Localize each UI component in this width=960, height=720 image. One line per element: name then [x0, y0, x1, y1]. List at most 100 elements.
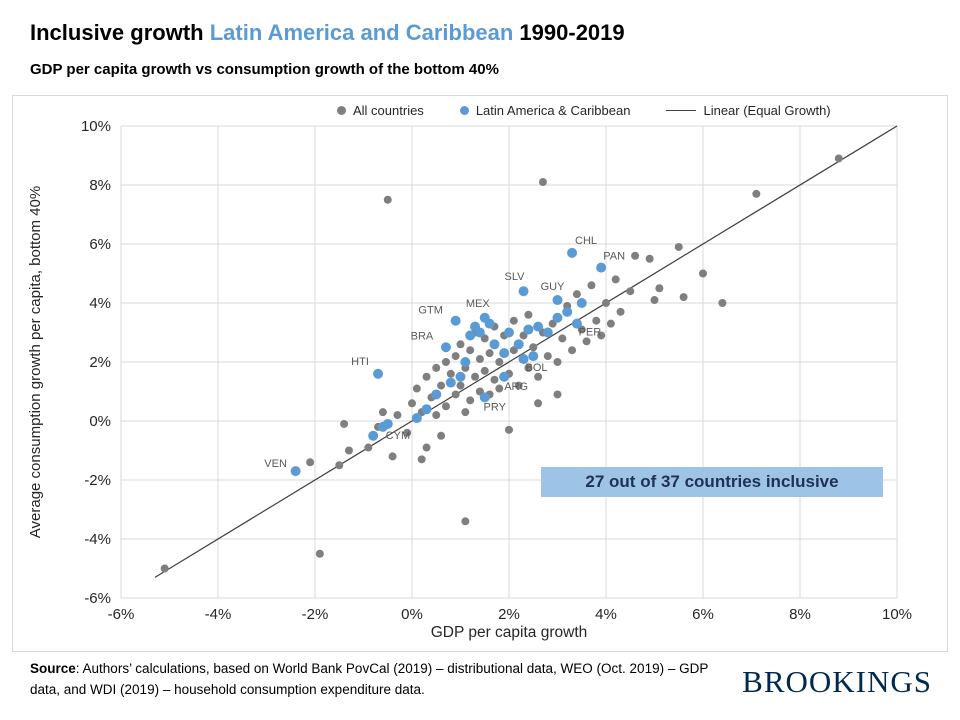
scatter-point-all-countries — [378, 408, 387, 417]
scatter-point-lac — [562, 306, 573, 317]
scatter-point-all-countries — [611, 275, 620, 284]
scatter-point-all-countries — [471, 372, 480, 381]
scatter-point-all-countries — [534, 372, 543, 381]
y-tick-label: -6% — [84, 590, 111, 607]
scatter-point-all-countries — [461, 408, 470, 417]
country-label-arg: ARG — [504, 381, 528, 393]
legend-item-all-countries: All countries — [337, 103, 424, 118]
scatter-point-all-countries — [834, 154, 843, 163]
scatter-point-lac-pry — [479, 392, 490, 403]
scatter-point-all-countries — [475, 355, 484, 364]
scatter-point-lac — [528, 351, 539, 362]
y-tick-label: 2% — [89, 354, 111, 371]
source-label: Source — [30, 661, 76, 676]
x-tick-label: 4% — [595, 606, 617, 623]
scatter-point-lac — [513, 339, 524, 350]
scatter-point-all-countries — [495, 358, 504, 366]
scatter-point-lac-ven — [290, 466, 301, 477]
scatter-point-all-countries — [597, 331, 606, 340]
scatter-point-all-countries — [160, 564, 169, 573]
scatter-point-all-countries — [538, 178, 547, 187]
scatter-point-lac — [504, 327, 514, 338]
scatter-point-lac-per — [571, 318, 582, 329]
scatter-point-lac-chl — [567, 247, 578, 258]
scatter-point-lac — [421, 404, 432, 415]
scatter-point-all-countries — [524, 363, 533, 372]
scatter-point-lac-bra — [440, 342, 451, 353]
scatter-point-lac-slv — [518, 286, 529, 297]
scatter-point-all-countries — [485, 349, 494, 358]
scatter-point-all-countries — [437, 381, 446, 390]
scatter-point-lac — [542, 327, 553, 338]
scatter-point-all-countries — [655, 284, 664, 293]
scatter-point-all-countries — [340, 419, 349, 428]
country-label-hti: HTI — [351, 356, 369, 368]
scatter-point-lac — [499, 348, 510, 359]
x-tick-label: -4% — [205, 606, 232, 623]
scatter-point-all-countries — [699, 269, 707, 278]
x-tick-label: 6% — [692, 606, 714, 623]
scatter-point-all-countries — [650, 296, 659, 305]
scatter-point-all-countries — [446, 369, 455, 378]
scatter-point-all-countries — [543, 352, 552, 361]
scatter-point-lac — [474, 327, 485, 338]
scatter-point-lac-pan — [596, 262, 607, 273]
country-label-cym: CYM — [386, 430, 410, 442]
chart-legend: All countries Latin America & Caribbean … — [337, 103, 831, 118]
scatter-point-lac — [411, 413, 422, 424]
scatter-point-all-countries — [335, 461, 344, 470]
country-label-slv: SLV — [505, 271, 526, 283]
scatter-point-all-countries — [383, 195, 392, 204]
scatter-point-all-countries — [631, 251, 640, 260]
y-tick-label: 10% — [81, 118, 111, 135]
x-axis-title: GDP per capita growth — [430, 624, 588, 641]
country-label-chl: CHL — [575, 235, 597, 247]
scatter-point-lac — [460, 357, 471, 367]
scatter-point-lac — [465, 330, 476, 341]
scatter-point-all-countries — [441, 358, 450, 366]
scatter-point-all-countries — [606, 319, 615, 328]
country-label-mex: MEX — [466, 298, 491, 310]
scatter-point-all-countries — [451, 352, 460, 361]
scatter-point-all-countries — [456, 381, 465, 390]
equal-growth-line — [154, 125, 898, 578]
country-label-pan: PAN — [603, 251, 625, 263]
y-tick-label: 6% — [89, 236, 111, 253]
x-tick-label: -6% — [108, 606, 135, 623]
scatter-point-lac-gtm — [450, 315, 461, 326]
scatter-point-all-countries — [592, 316, 601, 325]
y-tick-label: 8% — [89, 177, 111, 194]
scatter-point-all-countries — [568, 346, 577, 355]
scatter-point-all-countries — [490, 375, 499, 384]
scatter-point-all-countries — [456, 340, 465, 349]
country-label-bol: BOL — [526, 362, 548, 374]
scatter-point-all-countries — [422, 372, 431, 381]
y-tick-label: -2% — [84, 472, 111, 489]
scatter-point-all-countries — [451, 390, 460, 399]
scatter-point-all-countries — [388, 452, 397, 461]
scatter-point-lac-hti — [373, 368, 384, 379]
country-label-bra: BRA — [411, 330, 434, 342]
scatter-point-all-countries — [437, 431, 446, 440]
scatter-point-all-countries — [553, 358, 562, 366]
scatter-point-all-countries — [514, 381, 523, 390]
scatter-point-lac-mex — [479, 312, 490, 323]
scatter-point-all-countries — [553, 390, 562, 399]
scatter-point-all-countries — [403, 428, 412, 437]
country-label-gtm: GTM — [418, 305, 442, 317]
scatter-point-all-countries — [602, 299, 610, 307]
scatter-point-all-countries — [616, 307, 625, 316]
scatter-point-all-countries — [509, 316, 518, 325]
legend-item-linear: Linear (Equal Growth) — [666, 103, 831, 118]
scatter-point-all-countries — [432, 411, 441, 420]
scatter-point-all-countries — [582, 337, 591, 346]
y-axis-title: Average consumption growth per capita, b… — [27, 185, 44, 539]
scatter-point-lac-cym — [377, 421, 388, 432]
scatter-point-all-countries — [422, 443, 431, 452]
scatter-point-all-countries — [645, 254, 654, 263]
scatter-point-lac — [533, 321, 544, 332]
title-suffix: 1990-2019 — [513, 20, 625, 45]
linear-line-icon — [666, 110, 697, 111]
country-label-ven: VEN — [264, 458, 287, 470]
